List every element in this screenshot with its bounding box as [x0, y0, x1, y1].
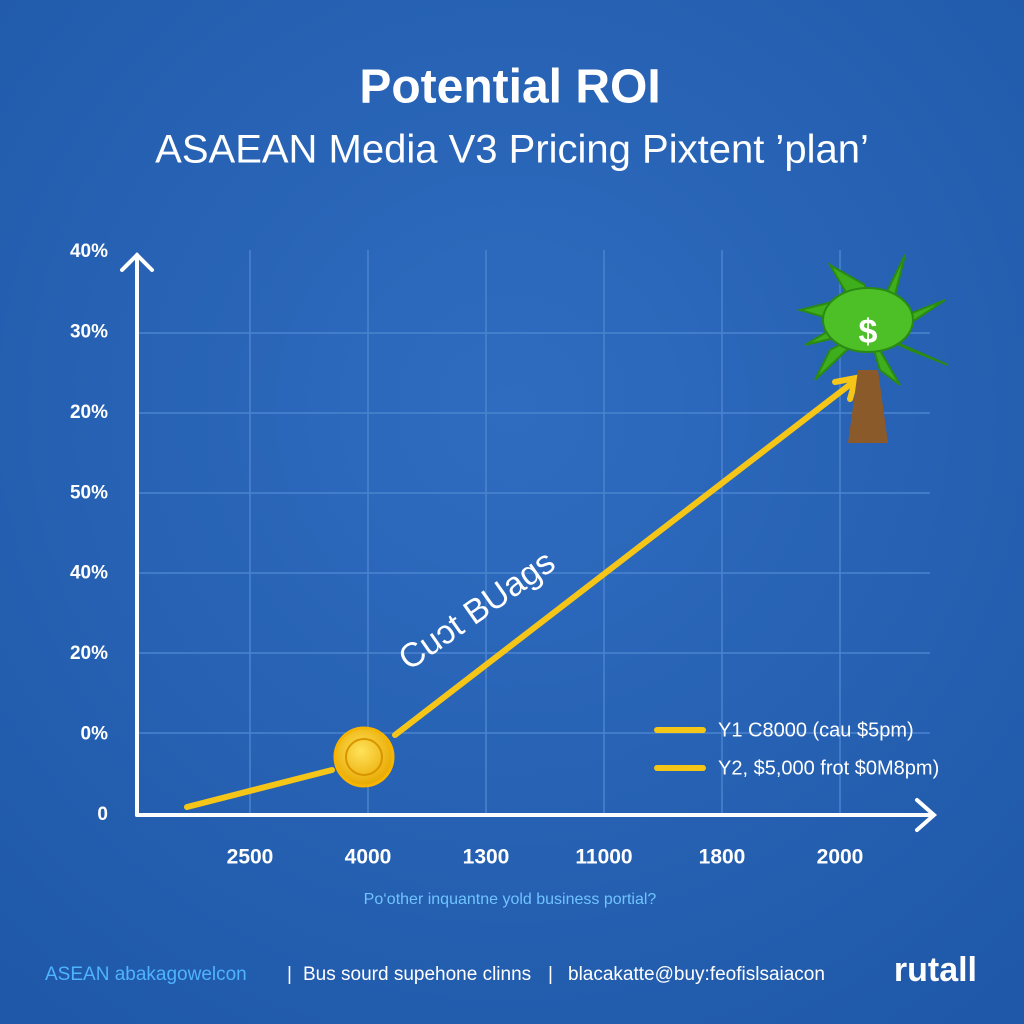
y-axis-label: 50%: [70, 482, 108, 503]
legend: Y1 C8000 (cau $5pm) Y2, $5,000 frot $0M8…: [654, 719, 939, 779]
y-axis-labels: 40% 30% 20% 50% 40% 20% 0% 0: [70, 241, 108, 825]
y-axis-label: 20%: [70, 402, 108, 423]
y-axis-label: 0: [97, 804, 108, 825]
x-axis-labels: 2500 4000 1300 11000 1800 2000: [227, 846, 864, 869]
y-axis-label: 0%: [81, 724, 109, 745]
x-axis-label: 2500: [227, 846, 274, 869]
x-axis-label: 1800: [699, 846, 746, 869]
legend-label: Y1 C8000 (cau $5pm): [718, 719, 914, 741]
footer-text: ASEAN abakagowelcon: [45, 964, 247, 985]
tree-trunk: [848, 370, 888, 443]
y-axis-label: 20%: [70, 643, 108, 664]
coin: [333, 726, 395, 788]
footer: ASEAN abakagowelcon | Bus sourd supehone…: [45, 951, 977, 989]
coin-body: [333, 726, 395, 788]
trend-arrowhead: [832, 374, 861, 402]
footer-separator: |: [287, 964, 292, 985]
x-axis-label: 4000: [345, 846, 392, 869]
x-axis-arrow: [915, 798, 938, 832]
brand: rutall: [894, 951, 977, 989]
y-axis-label: 40%: [70, 563, 108, 584]
tree-leaves: [796, 254, 949, 386]
axes: [120, 252, 938, 832]
question: Po‘other inquantne yold business portial…: [364, 891, 657, 908]
legend-label: Y2, $5,000 frot $0M8pm): [718, 757, 939, 779]
footer-text: Bus sourd supehone clinns: [303, 964, 531, 985]
coin-ring: [345, 738, 383, 776]
y-axis-label: 30%: [70, 321, 108, 342]
subtitle: ASAEAN Media V3 Pricing Pixtent ’plan’: [155, 128, 869, 172]
x-axis-label: 2000: [817, 846, 864, 869]
x-axis-label: 11000: [575, 846, 632, 869]
y-axis-label: 40%: [70, 241, 108, 262]
trend-line: [392, 380, 855, 738]
x-axis-label: 1300: [463, 846, 510, 869]
trend-line: [184, 767, 335, 810]
footer-text: blacakatte@buy:feofislsaiacon: [568, 964, 825, 985]
y-axis-arrow: [120, 252, 154, 272]
grid: [135, 250, 930, 815]
palm-tree: $: [796, 254, 949, 443]
trend-arrow: [184, 374, 861, 810]
tree-symbol: $: [859, 313, 878, 351]
footer-separator: |: [548, 964, 553, 985]
title: Potential ROI: [359, 61, 660, 114]
